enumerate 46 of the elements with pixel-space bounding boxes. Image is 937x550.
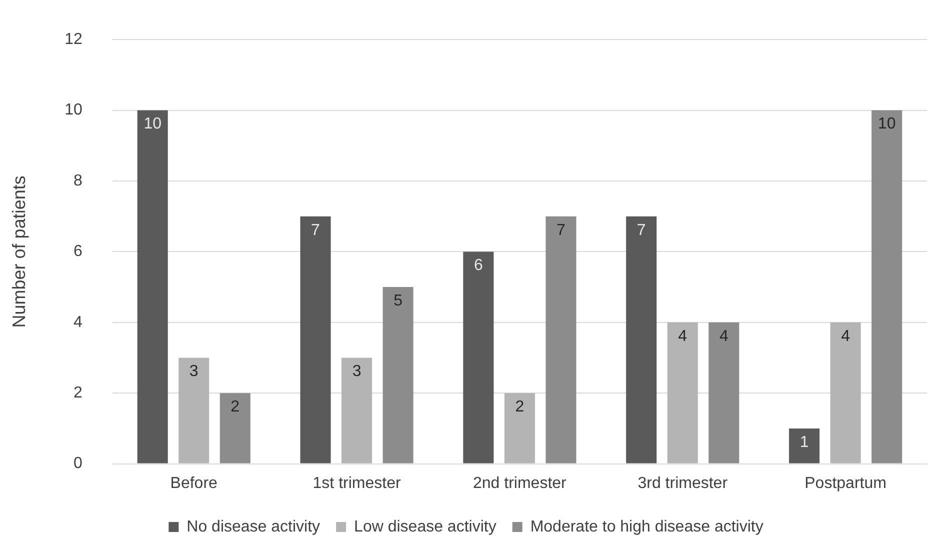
x-tick-label: Postpartum <box>804 474 886 492</box>
bar <box>788 428 820 464</box>
bar <box>137 110 168 464</box>
bar <box>220 393 250 464</box>
legend-label: No disease activity <box>186 518 320 536</box>
legend-label: Low disease activity <box>354 518 496 536</box>
bar <box>382 287 414 464</box>
data-label: 4 <box>841 328 850 345</box>
data-label: 3 <box>352 363 362 380</box>
bar <box>667 322 698 464</box>
data-label: 10 <box>878 116 896 133</box>
data-label: 2 <box>515 398 524 416</box>
data-label: 4 <box>678 328 688 345</box>
data-label: 5 <box>394 292 403 310</box>
data-label: 4 <box>719 328 728 345</box>
bar <box>178 358 210 464</box>
y-tick-label: 12 <box>64 31 82 48</box>
y-tick-label: 2 <box>73 384 82 402</box>
data-label: 7 <box>636 222 646 239</box>
y-tick-label: 0 <box>73 455 82 472</box>
x-tick-label: 2nd trimester <box>473 474 568 492</box>
x-tick-label: Before <box>170 474 218 492</box>
x-tick-label: 1st trimester <box>312 474 402 492</box>
bar <box>708 322 740 464</box>
bar <box>463 252 494 464</box>
x-tick-label: 3rd trimester <box>638 474 728 492</box>
y-tick-label: 6 <box>73 243 82 260</box>
bar <box>626 216 657 464</box>
bar <box>342 358 372 464</box>
y-tick-label: 10 <box>64 102 82 119</box>
data-label: 1 <box>800 434 809 451</box>
bar <box>830 322 861 464</box>
bar <box>872 110 902 464</box>
bar <box>300 216 331 464</box>
legend-label: Moderate to high disease activity <box>530 518 764 536</box>
bar <box>546 216 576 464</box>
data-label: 7 <box>311 222 320 239</box>
data-label: 6 <box>474 257 483 274</box>
y-axis-title: Number of patients <box>8 176 29 328</box>
data-label: 7 <box>556 222 566 239</box>
data-label: 3 <box>189 363 198 380</box>
data-label: 10 <box>144 116 162 133</box>
y-tick-label: 4 <box>73 314 82 331</box>
data-label: 2 <box>230 398 240 416</box>
y-tick-label: 8 <box>73 172 82 190</box>
bar <box>504 393 535 464</box>
